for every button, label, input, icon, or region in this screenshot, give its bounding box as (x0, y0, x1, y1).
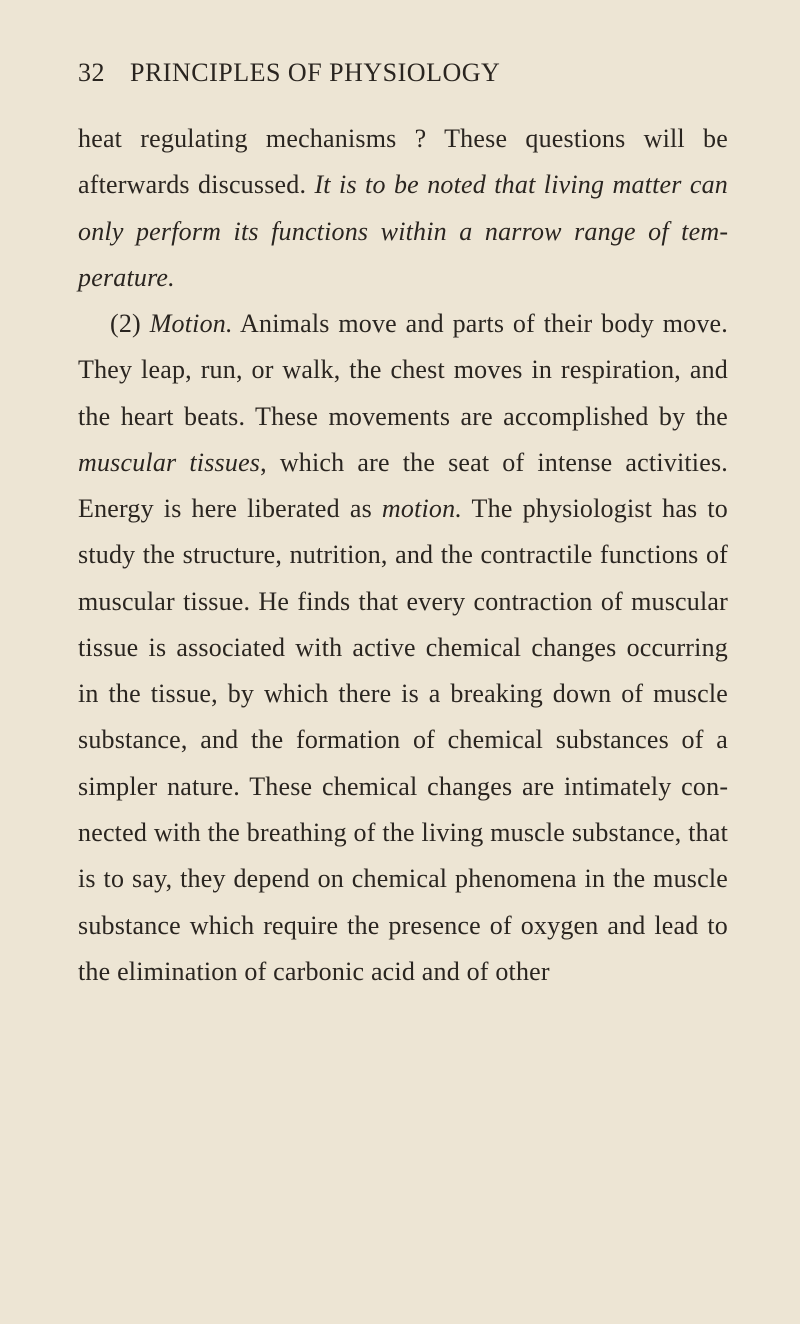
page-header: 32 PRINCIPLES OF PHYSIOLOGY (78, 58, 728, 88)
italic-text: muscular tissues (78, 448, 260, 477)
header-title: PRINCIPLES OF PHYSIOLOGY (130, 58, 500, 87)
italic-text: motion. (382, 494, 462, 523)
paragraph-1: heat regulating mechanisms ? These ques­… (78, 116, 728, 301)
page-number: 32 (78, 58, 105, 87)
text-run: The physiologist has to study the struct… (78, 494, 728, 986)
paragraph-2: (2) Motion. Animals move and parts of th… (78, 301, 728, 995)
body-text: heat regulating mechanisms ? These ques­… (78, 116, 728, 995)
text-run: (2) (110, 309, 150, 338)
italic-text: Motion. (150, 309, 233, 338)
